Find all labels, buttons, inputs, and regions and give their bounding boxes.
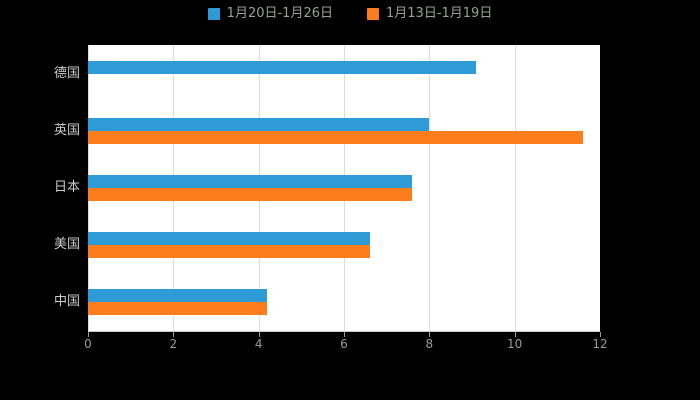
legend-swatch-icon [207,8,220,20]
bar [88,302,268,316]
gridline [514,45,516,331]
x-axis-tick-label: 12 [592,337,608,351]
x-axis-tick-label: 4 [254,337,263,351]
plot-area [88,45,600,332]
y-axis-label: 日本 [53,180,80,195]
y-axis-label: 德国 [53,65,80,81]
bar [88,130,583,144]
legend-label: 1月13日-1月19日 [386,6,493,21]
x-axis-tick-label: 0 [84,337,92,351]
bar [88,188,413,201]
x-axis-tick [344,332,345,337]
x-axis-tick [600,332,601,337]
x-axis-tick-label: 2 [169,337,178,351]
bar [88,232,370,246]
bar [88,117,430,131]
bar [88,60,477,74]
bar [88,289,268,303]
gridline [429,45,431,331]
x-axis-tick [88,332,89,337]
x-axis-tick [258,332,260,337]
legend-item[interactable]: 1月13日-1月19日 [367,7,492,21]
y-axis-label: 中国 [53,294,80,310]
x-axis-tick-label: 10 [507,337,523,351]
y-axis-label: 英国 [53,122,80,138]
x-axis-tick [514,332,516,337]
legend-label: 1月20日-1月26日 [226,6,333,21]
x-axis-tick-label: 6 [340,337,348,351]
x-axis-tick-label: 8 [425,337,434,351]
bar [88,245,370,259]
x-axis-tick [173,332,175,337]
legend-swatch-icon [367,8,379,20]
x-axis-tick [429,332,431,337]
bar [88,175,413,188]
y-axis-label: 美国 [53,237,80,253]
legend: 1月20日-1月26日 1月13日-1月19日 [0,7,700,21]
legend-item[interactable]: 1月20日-1月26日 [207,6,333,21]
